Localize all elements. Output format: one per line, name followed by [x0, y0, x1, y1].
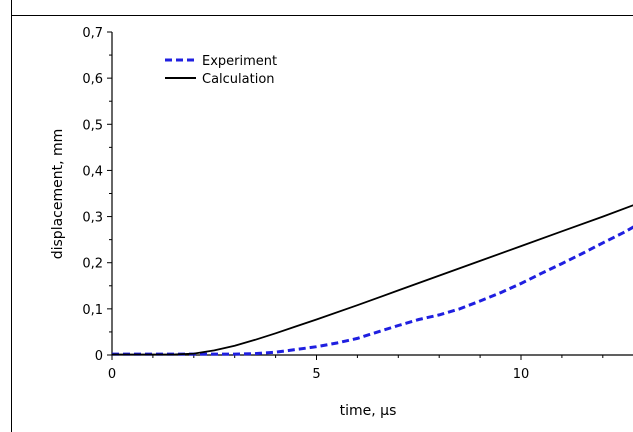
- y-tick-label: 0,7: [82, 26, 103, 41]
- y-tick-label: 0,4: [82, 164, 103, 179]
- y-tick-label: 0,1: [82, 303, 103, 318]
- y-tick-label: 0,6: [82, 72, 103, 87]
- x-tick-label: 0: [108, 367, 116, 382]
- x-tick-label: 10: [513, 367, 530, 382]
- series-line-experiment: [112, 225, 633, 356]
- y-tick-label: 0,3: [82, 211, 103, 226]
- legend-label-experiment: Experiment: [202, 54, 277, 69]
- legend-label-calculation: Calculation: [202, 72, 275, 87]
- x-axis-title: time, µs: [340, 403, 397, 419]
- y-axis-title: displacement, mm: [50, 129, 66, 260]
- y-tick-label: 0,5: [82, 118, 103, 133]
- x-ticks: 051015202: [108, 355, 604, 382]
- y-ticks: 0 0,1 0,2 0,3 0,4 0,5 0,6 0,7: [82, 26, 112, 364]
- y-tick-label: 0: [95, 349, 103, 364]
- legend: Experiment Calculation: [165, 54, 277, 87]
- series-layer: [112, 204, 633, 356]
- axes: [111, 32, 633, 356]
- y-tick-label: 0,2: [82, 257, 103, 272]
- series-line-calculation: [112, 204, 633, 356]
- x-tick-label: 5: [312, 367, 320, 382]
